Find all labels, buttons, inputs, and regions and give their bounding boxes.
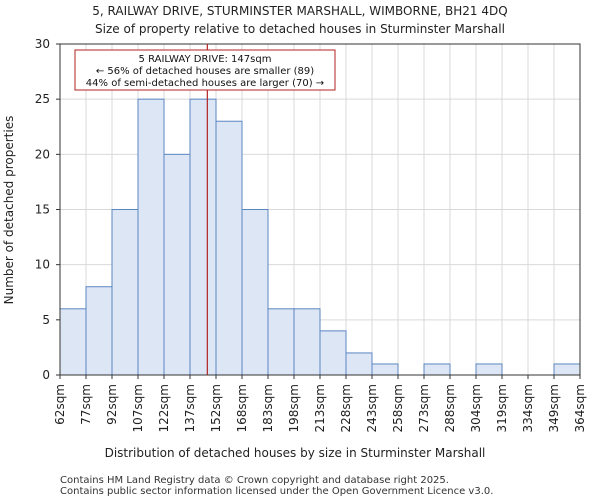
bar-273sqm xyxy=(423,363,451,376)
x-tick-label: 152sqm xyxy=(209,384,223,432)
x-tick-label: 122sqm xyxy=(157,384,171,432)
x-tick-label: 62sqm xyxy=(53,384,67,425)
x-axis-label: Distribution of detached houses by size … xyxy=(105,446,486,460)
bar-152sqm xyxy=(215,120,243,376)
bar-213sqm xyxy=(319,330,347,376)
chart-title: 5, RAILWAY DRIVE, STURMINSTER MARSHALL, … xyxy=(92,4,507,18)
bar-304sqm xyxy=(475,363,503,376)
bar-168sqm xyxy=(241,209,269,376)
annotation-line-1: 5 RAILWAY DRIVE: 147sqm xyxy=(139,54,272,65)
annotation-line-2: ← 56% of detached houses are smaller (89… xyxy=(96,66,314,77)
bar-183sqm xyxy=(267,308,295,376)
footer-line-1: Contains HM Land Registry data © Crown c… xyxy=(60,475,449,486)
annotation-box xyxy=(74,49,336,91)
x-tick-label: 213sqm xyxy=(313,384,327,432)
x-ticks: 62sqm 77sqm 92sqm 107sqm 122sqm 137sqm 152sqm 1… xyxy=(53,375,587,432)
x-tick-label: 243sqm xyxy=(365,384,379,432)
bar-62sqm xyxy=(59,308,87,376)
y-tick-label: 25 xyxy=(35,92,50,106)
x-tick-label: 364sqm xyxy=(573,384,587,432)
y-tick-label: 15 xyxy=(35,203,50,217)
y-tick-label: 0 xyxy=(42,368,50,382)
y-tick-label: 20 xyxy=(35,147,50,161)
x-tick-label: 349sqm xyxy=(547,384,561,432)
bar-122sqm xyxy=(163,153,191,376)
x-tick-label: 137sqm xyxy=(183,384,197,432)
bar-77sqm xyxy=(85,286,113,376)
y-tick-label: 30 xyxy=(35,37,50,51)
y-ticks: 0 5 10 15 20 25 30 xyxy=(35,37,60,382)
bar-243sqm xyxy=(371,363,399,376)
x-tick-label: 334sqm xyxy=(521,384,535,432)
y-axis-label: Number of detached properties xyxy=(2,116,16,305)
x-tick-label: 168sqm xyxy=(235,384,249,432)
x-tick-label: 198sqm xyxy=(287,384,301,432)
bar-349sqm xyxy=(553,363,581,376)
y-tick-label: 5 xyxy=(42,313,50,327)
y-tick-label: 10 xyxy=(35,258,50,272)
x-tick-label: 258sqm xyxy=(391,384,405,432)
x-tick-label: 304sqm xyxy=(469,384,483,432)
x-tick-label: 107sqm xyxy=(131,384,145,432)
x-tick-label: 183sqm xyxy=(261,384,275,432)
footer-line-2: Contains public sector information licen… xyxy=(60,486,493,497)
bar-228sqm xyxy=(345,352,373,376)
annotation-line-3: 44% of semi-detached houses are larger (… xyxy=(86,78,324,89)
x-tick-label: 77sqm xyxy=(79,384,93,425)
bars xyxy=(59,98,581,376)
bar-198sqm xyxy=(293,308,321,376)
bar-137sqm xyxy=(189,98,217,376)
x-tick-label: 319sqm xyxy=(495,384,509,432)
x-tick-label: 92sqm xyxy=(105,384,119,425)
x-tick-label: 288sqm xyxy=(443,384,457,432)
chart-subtitle: Size of property relative to detached ho… xyxy=(95,22,505,36)
x-tick-label: 273sqm xyxy=(417,384,431,432)
bar-92sqm xyxy=(111,209,139,376)
x-tick-label: 228sqm xyxy=(339,384,353,432)
bar-107sqm xyxy=(137,98,165,376)
